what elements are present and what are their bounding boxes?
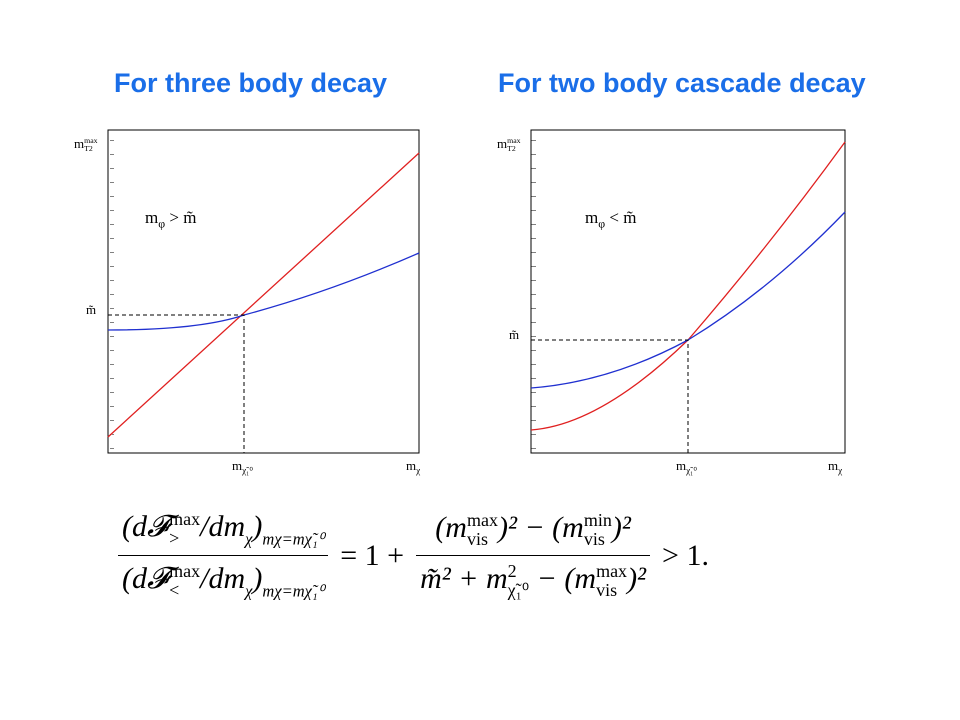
- text: (d𝓕: [122, 562, 170, 596]
- lhs-denominator: (d𝓕 max </dmχ)mχ=mχ̃₁⁰: [118, 555, 329, 601]
- dashed-guide: [108, 314, 245, 453]
- text: m: [232, 458, 243, 473]
- y-label: m max T2: [497, 136, 521, 153]
- lhs-fraction: (d𝓕 max >/dmχ)mχ=mχ̃₁⁰ (d𝓕 max </dmχ)mχ=mχ̃₁…: [118, 510, 329, 602]
- x-marker: mχ̃₁⁰: [232, 458, 253, 477]
- result: > 1.: [662, 538, 709, 572]
- annotation: mφ > m̃: [145, 208, 196, 231]
- dashed-guide: [531, 339, 689, 453]
- text-group: min vis: [584, 511, 612, 549]
- right-plot: [530, 129, 846, 454]
- frame: [107, 129, 420, 454]
- y-ticks: [531, 136, 537, 452]
- text: >: [169, 528, 180, 549]
- text: /dm: [200, 562, 246, 596]
- blue-curve: [107, 252, 420, 331]
- text: χ: [416, 465, 421, 476]
- x-label: mχ: [406, 458, 420, 476]
- rhs-fraction: (m max vis)² − (m min vis)² m̃² + m 2 χ̃₁⁰ − (…: [416, 511, 651, 600]
- text: m: [585, 208, 599, 227]
- equals: = 1 +: [340, 538, 405, 572]
- text: m: [497, 136, 508, 151]
- y-label: m max T2: [74, 136, 98, 153]
- text-group: max >: [169, 510, 200, 548]
- annotation: mφ < m̃: [585, 208, 636, 231]
- text: χ̃₁⁰: [242, 465, 253, 476]
- text: ): [252, 510, 263, 543]
- text: T2: [84, 144, 93, 154]
- text: max: [596, 561, 628, 582]
- x-marker: mχ̃₁⁰: [676, 458, 697, 477]
- y-marker: m̃: [509, 327, 520, 342]
- left-plot: [107, 129, 420, 454]
- text: max: [507, 135, 521, 145]
- text: mχ=mχ̃₁⁰: [262, 581, 325, 601]
- text: χ: [245, 529, 253, 549]
- x-label: mχ: [828, 458, 842, 476]
- text-group: max vis: [467, 511, 498, 549]
- y-marker: m̃: [86, 302, 97, 317]
- text: m: [676, 458, 687, 473]
- text: )²: [627, 562, 647, 596]
- text: χ̃₁⁰: [507, 580, 530, 601]
- text: m: [74, 136, 85, 151]
- text: m: [828, 458, 839, 473]
- text: max: [169, 561, 201, 582]
- title: For three body decay: [114, 68, 388, 98]
- text: T2: [507, 144, 516, 154]
- red-curve: [107, 152, 420, 438]
- text: m: [406, 458, 417, 473]
- text: χ̃₁⁰: [686, 465, 697, 476]
- text: (d𝓕: [122, 510, 170, 543]
- text: m: [145, 208, 159, 227]
- rhs-numerator: (m max vis)² − (m min vis)²: [431, 511, 635, 555]
- text: χ: [245, 581, 253, 601]
- text: (m: [435, 511, 467, 545]
- text: 2: [507, 561, 517, 582]
- frame: [530, 129, 846, 454]
- text: min: [583, 510, 612, 531]
- text: vis: [583, 529, 605, 550]
- text: <: [169, 580, 180, 601]
- text-group: max T2: [84, 135, 98, 154]
- text: vis: [466, 529, 488, 550]
- text: > m̃: [169, 208, 197, 227]
- equation: (d𝓕 max >/dmχ)mχ=mχ̃₁⁰ (d𝓕 max </dmχ)mχ=mχ̃₁…: [118, 510, 709, 602]
- text: )² − (m: [497, 511, 584, 545]
- text: max: [169, 509, 201, 530]
- text: max: [466, 510, 498, 531]
- text-group: 2 χ̃₁⁰: [508, 562, 529, 600]
- rhs-denominator: m̃² + m 2 χ̃₁⁰ − (m max vis)²: [416, 555, 651, 600]
- text: ): [252, 562, 263, 596]
- y-ticks: [108, 136, 114, 452]
- lhs-numerator: (d𝓕 max >/dmχ)mχ=mχ̃₁⁰: [118, 510, 328, 555]
- text: < m̃: [609, 208, 637, 227]
- text: φ: [598, 216, 606, 231]
- text: φ: [158, 216, 166, 231]
- text: mχ=mχ̃₁⁰: [262, 529, 325, 549]
- text-group: max T2: [507, 135, 521, 154]
- text: − (m: [529, 562, 597, 596]
- text: max: [84, 135, 98, 145]
- title: For two body cascade decay: [498, 68, 866, 98]
- text: /dm: [200, 510, 246, 543]
- text-group: max <: [169, 562, 200, 600]
- text: )²: [611, 511, 631, 545]
- text: m̃² + m: [420, 562, 508, 596]
- text-group: max vis: [596, 562, 627, 600]
- text: vis: [596, 580, 618, 601]
- text: χ: [838, 465, 843, 476]
